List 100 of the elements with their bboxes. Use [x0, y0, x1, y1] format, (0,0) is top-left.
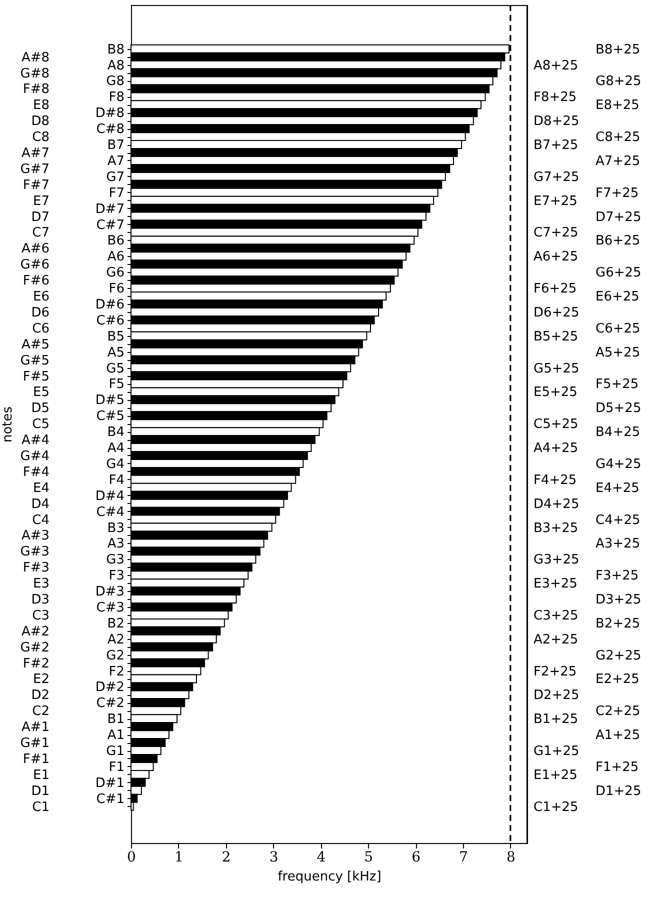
y-tick-label: F2: [108, 664, 124, 680]
y2-tick-label: E5+25: [534, 385, 578, 400]
y-tick-label: F7: [108, 186, 124, 201]
y2-tick-label: F6+25: [534, 282, 577, 297]
y-tick-label: G1: [106, 744, 124, 760]
y2-tick-label: A1+25: [596, 728, 640, 744]
y2-tick-label: D7+25: [596, 210, 642, 225]
y-tick-label: A6: [107, 250, 124, 265]
x-tick-label: 2: [222, 850, 231, 866]
y2-tick-label: F1+25: [596, 760, 639, 775]
y2-tick-label: F8+25: [534, 90, 577, 106]
y-tick-label: A#5: [21, 337, 50, 352]
y-tick-label: C#4: [96, 504, 124, 520]
y-tick-label: C8: [32, 130, 50, 146]
y-tick-label: B1: [107, 712, 124, 728]
y2-tick-label: E3+25: [534, 576, 578, 592]
y-tick-label: A#7: [21, 146, 50, 162]
y-tick-label: G4: [106, 456, 124, 472]
y-tick-label: E8: [33, 98, 50, 114]
y-axis-title: notes: [0, 406, 16, 443]
y-tick-label: F#4: [22, 464, 50, 480]
y-tick-label: F#1: [22, 752, 50, 767]
y-tick-label: D4: [31, 496, 50, 512]
y-tick-label: A8: [107, 58, 124, 74]
y-tick-label: G6: [106, 266, 124, 281]
y-tick-label: G#7: [20, 162, 50, 177]
y-tick-label: G#1: [20, 736, 50, 752]
y-tick-label: C#8: [96, 122, 124, 138]
y-tick-label: B6: [107, 234, 124, 249]
y2-tick-label: F3+25: [596, 568, 639, 584]
y-tick-label: E1: [33, 768, 50, 783]
y2-tick-label: F2+25: [534, 664, 577, 680]
y-tick-label: C#5: [96, 409, 124, 424]
y-tick-label: F#2: [22, 656, 50, 672]
y-tick-label: F8: [108, 90, 124, 106]
y2-tick-label: B5+25: [534, 329, 578, 344]
y2-tick-label: C3+25: [534, 608, 578, 624]
y-tick-label: A7: [107, 154, 124, 169]
y2-tick-label: G2+25: [596, 648, 642, 664]
x-tick-label: 6: [412, 850, 421, 866]
y-tick-label: G#3: [20, 544, 50, 560]
y-tick-label: C#2: [96, 696, 124, 712]
y-tick-label: D#2: [95, 680, 124, 696]
y2-tick-label: C2+25: [596, 704, 640, 720]
y2-tick-label: E4+25: [596, 480, 640, 496]
y2-tick-label: A5+25: [596, 345, 640, 360]
y-tick-label: C2: [32, 704, 50, 720]
y-tick-label: B7: [107, 138, 124, 154]
y2-tick-label: G5+25: [534, 361, 580, 376]
y-tick-label: G#6: [20, 258, 50, 273]
y-tick-label: D#5: [95, 393, 124, 408]
y-tick-label: A#3: [21, 528, 50, 544]
y2-tick-label: D8+25: [534, 114, 580, 130]
y2-tick-label: G6+25: [596, 266, 642, 281]
x-tick-label: 7: [459, 850, 468, 866]
y-tick-label: A1: [107, 728, 124, 744]
x-tick-label: 5: [364, 850, 374, 866]
y-tick-label: F6: [108, 282, 124, 297]
x-tick-label: 1: [174, 850, 184, 866]
y-tick-label: B8: [107, 42, 124, 58]
y2-tick-label: E2+25: [596, 672, 640, 688]
y-tick-label: D2: [31, 688, 50, 704]
y2-tick-label: D5+25: [596, 401, 642, 416]
x-tick-label: 8: [506, 850, 516, 866]
y-tick-label: F3: [108, 568, 124, 584]
y-tick-label: D5: [31, 401, 50, 416]
y-tick-label: G#5: [20, 353, 50, 368]
y-tick-label: E3: [33, 576, 50, 592]
y-tick-label: G#8: [20, 66, 50, 82]
y2-tick-label: B2+25: [596, 616, 640, 632]
y-tick-label: A3: [107, 536, 124, 552]
y-tick-label: G8: [106, 74, 124, 90]
y-tick-label: B4: [107, 425, 124, 440]
y-tick-label: D3: [31, 592, 50, 608]
y-tick-label: C#6: [96, 313, 124, 328]
y-tick-label: F#6: [22, 274, 50, 289]
y-tick-label: F#8: [22, 82, 50, 98]
y2-tick-label: C8+25: [596, 130, 640, 146]
y-tick-label: D7: [31, 210, 50, 225]
y-tick-label: C1: [32, 800, 50, 815]
x-tick-label: 3: [269, 850, 278, 866]
y2-tick-label: B1+25: [534, 712, 578, 728]
y2-tick-label: C7+25: [534, 226, 578, 241]
y-tick-label: G7: [106, 170, 124, 185]
y-tick-label: C#7: [96, 218, 124, 233]
y-tick-label: D1: [31, 784, 50, 799]
y2-tick-label: G1+25: [534, 744, 580, 760]
y-tick-label: A#2: [21, 624, 50, 640]
y-tick-label: D#4: [95, 488, 124, 504]
y2-tick-label: D2+25: [534, 688, 580, 704]
y-tick-label: F#3: [22, 560, 50, 576]
y2-tick-label: F5+25: [596, 377, 639, 392]
y-tick-label: G#4: [20, 448, 50, 464]
y-tick-label: E2: [33, 672, 50, 688]
y2-tick-label: D4+25: [534, 496, 580, 512]
y2-tick-label: E8+25: [596, 98, 640, 114]
y2-tick-label: B4+25: [596, 425, 640, 440]
y2-tick-label: B3+25: [534, 520, 578, 536]
y-tick-label: D8: [31, 114, 50, 130]
y-tick-label: A4: [107, 441, 124, 456]
